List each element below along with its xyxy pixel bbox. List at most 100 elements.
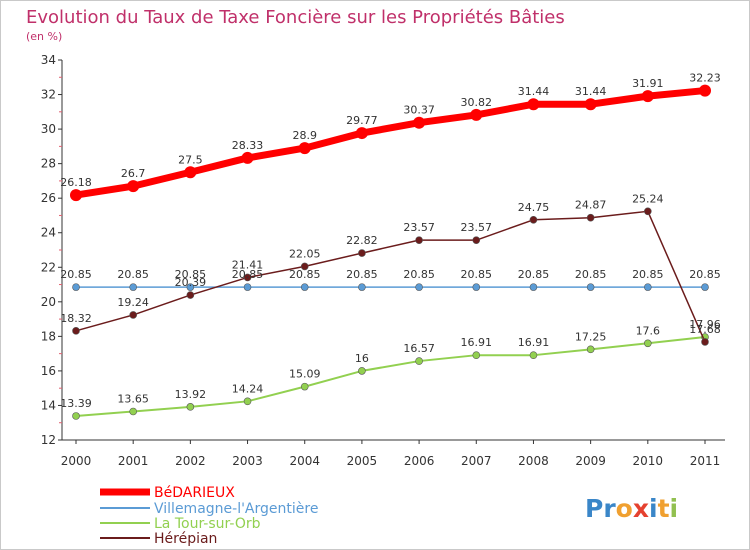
data-label: 20.85 (403, 268, 435, 281)
series-2 (72, 333, 709, 420)
x-tick-label: 2003 (232, 454, 263, 468)
data-label: 32.23 (689, 72, 721, 85)
logo-text: Proxiti (585, 494, 678, 523)
data-point (527, 98, 540, 111)
y-tick-label: 34 (41, 53, 56, 67)
data-point (701, 338, 709, 346)
data-point (186, 291, 195, 299)
data-label: 21.41 (232, 258, 264, 271)
data-label: 20.85 (175, 268, 207, 281)
data-label: 30.37 (403, 104, 435, 117)
data-label: 25.24 (632, 192, 664, 205)
data-point (586, 283, 595, 291)
data-label: 17.6 (636, 324, 661, 337)
data-label: 16.57 (403, 342, 435, 355)
data-label: 24.75 (518, 201, 550, 214)
x-tick-label: 2009 (575, 454, 606, 468)
data-label: 14.24 (232, 382, 264, 395)
data-point (529, 283, 538, 291)
data-point (129, 283, 137, 291)
axes: 12 14 16 18 20 22 24 26 28 30 32 34 2000 2001 2002 2003… (41, 53, 725, 468)
series-line (75, 336, 706, 417)
data-label: 16.91 (461, 336, 493, 349)
x-tick-label: 2007 (461, 454, 492, 468)
data-label: 20.85 (117, 268, 149, 281)
data-point (300, 382, 309, 391)
data-label: 28.9 (292, 129, 317, 142)
data-point (472, 236, 481, 244)
data-point (243, 397, 252, 406)
x-tick-label: 2006 (404, 454, 435, 468)
data-point (415, 357, 423, 365)
legend-label: Villemagne-l'Argentière (154, 501, 318, 517)
data-point (358, 367, 366, 375)
data-point (358, 283, 366, 291)
legend-item: Villemagne-l'Argentière (100, 501, 318, 517)
series-layer: 20.85 20.85 20.85 20.85 20.85 20.85 20.85 20.85… (60, 72, 721, 420)
data-label: 17.25 (575, 330, 607, 343)
x-tick-label: 2005 (347, 454, 378, 468)
data-point (243, 273, 252, 282)
data-label: 26.7 (121, 167, 146, 180)
data-label: 24.87 (575, 199, 607, 212)
data-point (529, 351, 538, 359)
data-label: 31.44 (575, 85, 607, 98)
data-label: 28.33 (232, 139, 264, 152)
data-point (184, 166, 197, 179)
data-point (300, 262, 309, 271)
data-point (129, 407, 137, 416)
y-tick-label: 18 (41, 329, 56, 343)
x-tick-label: 2010 (633, 454, 664, 468)
data-point (472, 283, 481, 291)
y-tick-label: 32 (41, 88, 56, 102)
proxiti-logo: Proxiti (585, 494, 678, 523)
data-point (644, 339, 652, 348)
data-label: 20.85 (632, 268, 664, 281)
y-tick-label: 30 (41, 122, 56, 136)
data-point (70, 189, 82, 202)
data-point (358, 249, 366, 257)
data-point (72, 327, 80, 335)
data-label: 20.85 (346, 268, 378, 281)
data-label: 17.96 (689, 318, 721, 331)
data-label: 29.77 (346, 114, 378, 127)
data-label: 20.85 (689, 268, 721, 281)
data-label: 22.05 (289, 247, 321, 260)
data-label: 13.65 (117, 393, 149, 406)
data-point (300, 283, 309, 291)
data-label: 18.32 (60, 312, 92, 325)
data-point (701, 283, 709, 291)
x-tick-label: 2000 (61, 454, 92, 468)
data-label: 31.44 (518, 85, 550, 98)
chart-title: Evolution du Taux de Taxe Foncière sur l… (26, 7, 565, 28)
series-3 (72, 207, 709, 346)
data-point (699, 84, 711, 97)
series-line (75, 87, 706, 199)
data-point (186, 283, 195, 291)
x-tick-label: 2011 (690, 454, 721, 468)
data-label: 31.91 (632, 77, 664, 90)
legend-label: BéDARIEUX (154, 485, 235, 501)
data-label: 17.68 (689, 323, 721, 336)
data-point (415, 236, 423, 244)
x-tick-label: 2002 (175, 454, 206, 468)
data-label: 20.39 (175, 276, 207, 289)
data-label: 20.85 (575, 268, 607, 281)
y-tick-label: 22 (41, 260, 56, 274)
data-label: 13.92 (175, 388, 207, 401)
data-point (584, 98, 597, 111)
series-line (75, 210, 706, 343)
legend-item: Hérépian (100, 531, 217, 547)
data-label: 20.85 (518, 268, 550, 281)
data-label: 15.09 (289, 368, 321, 381)
data-point (243, 283, 252, 291)
data-point (644, 207, 652, 216)
x-tick-label: 2008 (518, 454, 549, 468)
series-0 (70, 84, 711, 202)
data-point (472, 351, 481, 359)
series-1 (72, 283, 709, 291)
data-label: 26.18 (60, 176, 92, 189)
